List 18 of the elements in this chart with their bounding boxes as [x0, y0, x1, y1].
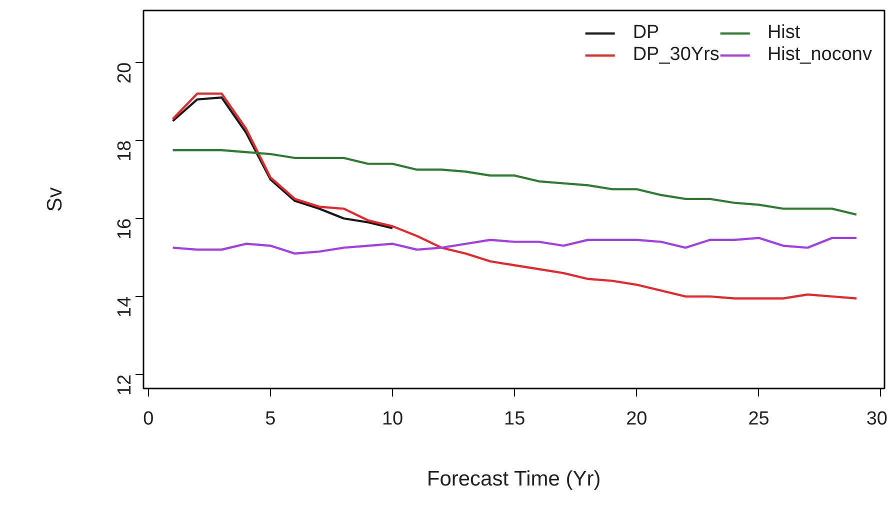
legend-label: DP_30Yrs — [632, 44, 720, 66]
legend-label: Hist — [767, 22, 800, 44]
legend-label: DP — [632, 22, 660, 44]
y-tick-label: 20 — [114, 62, 136, 84]
x-tick-label: 15 — [504, 408, 526, 430]
y-tick-label: 18 — [114, 140, 136, 162]
x-tick-label: 30 — [866, 408, 887, 430]
x-tick-label: 10 — [382, 408, 404, 430]
y-axis-title: Sv — [44, 186, 66, 212]
x-tick-label: 20 — [626, 408, 648, 430]
x-tick-label: 25 — [748, 408, 770, 430]
legend-label: Hist_noconv — [767, 44, 872, 66]
x-axis-title: Forecast Time (Yr) — [426, 468, 601, 490]
y-tick-label: 14 — [114, 296, 136, 318]
y-tick-label: 12 — [114, 374, 136, 396]
y-tick-label: 16 — [114, 218, 136, 240]
x-tick-label: 5 — [265, 408, 276, 430]
x-tick-label: 0 — [143, 408, 154, 430]
